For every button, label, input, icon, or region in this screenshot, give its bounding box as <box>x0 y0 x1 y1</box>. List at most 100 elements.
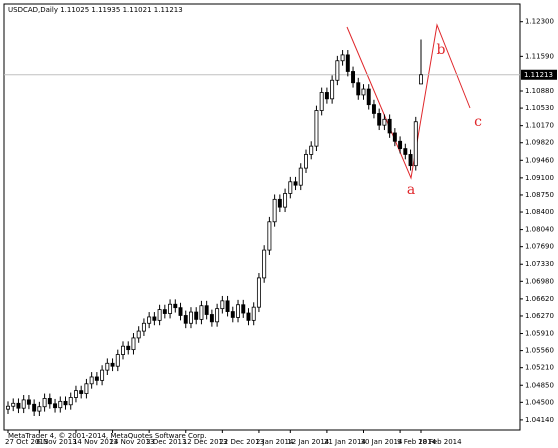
candle-body <box>89 376 94 385</box>
candle-body <box>215 308 220 323</box>
candle-body <box>73 390 78 398</box>
candle-body <box>324 92 329 100</box>
candle-body <box>262 249 267 279</box>
candle-body <box>377 113 382 126</box>
candle-body <box>105 362 110 371</box>
y-tick-label: 1.04140 <box>525 416 554 424</box>
last-close: 1.11213 <box>154 6 183 14</box>
y-tick-label: 1.11590 <box>525 52 554 60</box>
y-tick-label: 1.06270 <box>525 312 554 320</box>
candle-body <box>251 306 256 321</box>
candle-body <box>84 383 89 394</box>
candle-body <box>11 402 16 407</box>
x-tick-label: 30 Jan 2014 <box>360 438 403 446</box>
y-tick-label: 1.07330 <box>525 260 554 268</box>
last-high: 1.11935 <box>91 6 120 14</box>
y-tick-label: 1.07690 <box>525 243 554 251</box>
candle-body <box>42 398 47 408</box>
y-tick-label: 1.05910 <box>525 330 554 338</box>
candle-body <box>335 60 340 81</box>
y-tick-label: 1.08400 <box>525 208 554 216</box>
symbol: USDCAD,Daily <box>8 6 58 14</box>
candle-body <box>387 118 392 134</box>
candle-body <box>340 54 345 62</box>
candle-body <box>79 390 84 394</box>
candle-body <box>209 314 214 323</box>
candle-body <box>121 345 125 355</box>
candle-body <box>304 154 308 169</box>
candle-body <box>147 316 152 324</box>
candle-body <box>204 305 209 315</box>
candle-body <box>194 311 199 320</box>
candle-body <box>6 405 10 410</box>
candle-body <box>256 277 261 308</box>
y-tick-label: 1.09820 <box>525 139 554 147</box>
candle-body <box>168 303 173 314</box>
y-tick-label: 1.05210 <box>525 364 554 372</box>
candle-body <box>309 145 314 155</box>
candle-body <box>356 82 361 96</box>
candle-body <box>277 198 282 208</box>
y-tick-label: 1.08750 <box>525 191 554 199</box>
candle-body <box>366 88 371 106</box>
last-open: 1.11025 <box>60 6 89 14</box>
y-tick-label: 1.04850 <box>525 381 554 389</box>
candle-body <box>288 181 293 194</box>
candle-body <box>37 406 42 412</box>
candle-body <box>110 362 115 367</box>
candle-body <box>100 369 105 381</box>
x-tick-label: 3 Dec 2013 <box>146 438 186 446</box>
candle-body <box>162 309 167 314</box>
y-tick-label: 1.09100 <box>525 174 554 182</box>
x-tick-label: 18 Feb 2014 <box>418 438 462 446</box>
candle-body <box>157 309 162 321</box>
candle-body <box>330 79 335 100</box>
candle-body <box>351 71 356 84</box>
candle-body <box>68 397 73 406</box>
candle-body <box>408 154 413 167</box>
candle-body <box>225 300 230 312</box>
candle-body <box>419 74 423 85</box>
footer: MetaTrader 4, © 2001-2014, MetaQuotes So… <box>8 432 207 440</box>
candle-body <box>141 322 146 332</box>
candle-body <box>47 398 52 405</box>
candle-body <box>345 54 350 72</box>
price-label: 1.11213 <box>524 71 553 79</box>
candle-body <box>298 167 303 186</box>
price-label-box <box>521 69 557 80</box>
x-tick-label: 9 Feb 2014 <box>397 438 437 446</box>
y-tick-label: 1.06620 <box>525 295 554 303</box>
candle-body <box>53 403 58 409</box>
candle-body <box>403 148 408 155</box>
x-tick-label: 12 Dec 2013 <box>183 438 228 446</box>
candle-body <box>21 399 26 409</box>
candle-body <box>178 307 183 316</box>
candle-body <box>267 221 272 251</box>
candle-body <box>26 399 31 405</box>
y-tick-label: 1.06980 <box>525 277 554 285</box>
x-tick-label: 27 Oct 2013 <box>5 438 48 446</box>
x-tick-label: 12 Jan 2014 <box>287 438 330 446</box>
candle-body <box>131 337 136 351</box>
x-tick-label: 14 Nov 2013 <box>73 438 118 446</box>
candle-body <box>58 400 63 409</box>
x-tick-label: 2 Jan 2014 <box>256 438 294 446</box>
y-tick-label: 1.10880 <box>525 87 554 95</box>
y-tick-label: 1.10170 <box>525 122 554 130</box>
candle-body <box>183 315 188 324</box>
candle-body <box>94 376 99 381</box>
y-tick-label: 1.08040 <box>525 226 554 234</box>
candle-body <box>319 92 324 111</box>
plot-frame <box>3 3 521 431</box>
candle-body <box>413 121 418 167</box>
candle-body <box>220 300 225 310</box>
y-tick-label: 1.09460 <box>525 156 554 164</box>
wave-lines <box>346 23 471 180</box>
candle-body <box>382 118 387 126</box>
candle-body <box>314 110 319 147</box>
wave-label: c <box>474 114 482 130</box>
candle-body <box>398 140 403 149</box>
candle-body <box>246 312 251 321</box>
candle-body <box>63 400 68 406</box>
